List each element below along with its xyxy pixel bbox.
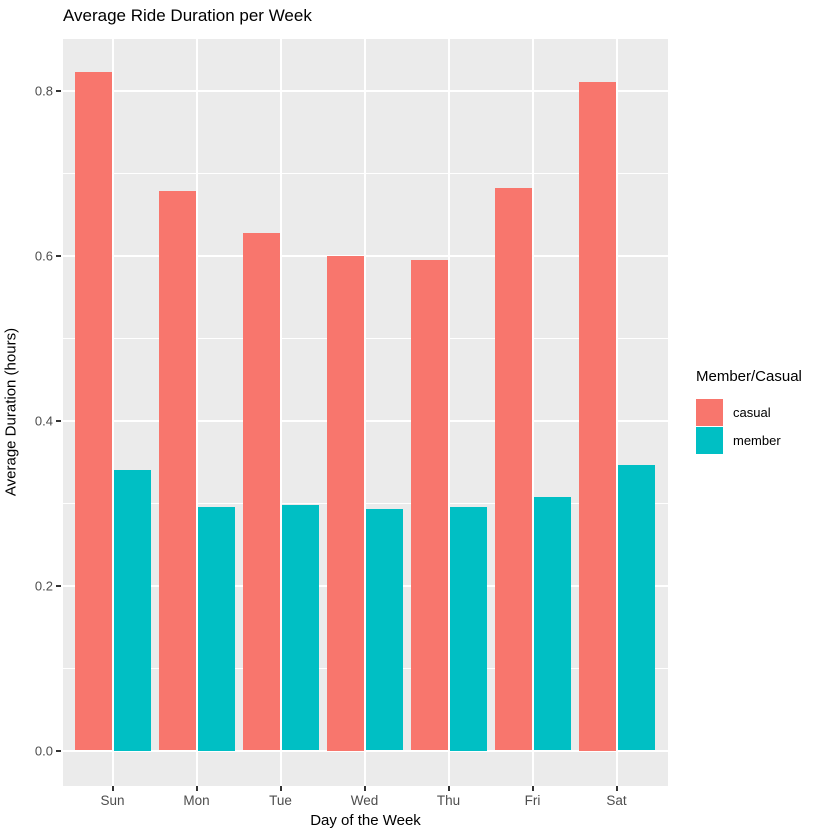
legend-title: Member/Casual <box>696 368 802 385</box>
bar-thu-member <box>449 507 487 751</box>
bar-sun-casual <box>74 72 112 751</box>
gridline-major <box>63 749 668 752</box>
bar-wed-casual <box>326 255 364 751</box>
x-tick-mark <box>363 786 366 791</box>
y-tick-label: 0.8 <box>34 83 53 98</box>
gridline-major <box>63 419 668 422</box>
bar-sun-member <box>113 470 151 751</box>
x-tick-label-tue: Tue <box>269 793 292 808</box>
x-tick-label-sun: Sun <box>100 793 125 808</box>
x-tick-label-fri: Fri <box>524 793 541 808</box>
bar-thu-casual <box>410 260 448 751</box>
gridline-vertical <box>447 39 450 786</box>
y-tick-mark <box>56 584 61 587</box>
gridline-vertical <box>195 39 198 786</box>
bar-tue-member <box>281 505 319 751</box>
legend-swatch-member <box>696 427 723 454</box>
bar-fri-member <box>533 497 571 751</box>
x-tick-mark <box>447 786 450 791</box>
gridline-major <box>63 89 668 92</box>
gridline-minor <box>63 502 668 504</box>
legend-key-casual: casual <box>696 399 802 426</box>
y-tick-mark <box>56 89 61 92</box>
bar-sat-casual <box>578 82 616 751</box>
bar-tue-casual <box>242 233 280 751</box>
legend-key-label-member: member <box>733 433 781 448</box>
x-tick-label-wed: Wed <box>350 793 379 808</box>
legend-swatch-casual <box>696 399 723 426</box>
x-tick-mark <box>615 786 618 791</box>
bar-mon-member <box>197 507 235 751</box>
gridline-vertical <box>615 39 618 786</box>
x-tick-label-thu: Thu <box>436 793 461 808</box>
y-tick-mark <box>56 254 61 257</box>
legend-key-label-casual: casual <box>733 405 771 420</box>
y-tick-label: 0.0 <box>34 743 53 758</box>
gridline-major <box>63 254 668 257</box>
legend-key-member: member <box>696 427 802 454</box>
plot-panel <box>63 39 668 786</box>
chart-title: Average Ride Duration per Week <box>63 6 312 25</box>
y-tick-label: 0.4 <box>34 413 53 428</box>
bar-mon-casual <box>158 191 196 751</box>
gridline-vertical <box>279 39 282 786</box>
legend: Member/Casual casual member <box>696 368 802 455</box>
x-tick-mark <box>279 786 282 791</box>
y-tick-mark <box>56 749 61 752</box>
y-tick-label: 0.2 <box>34 578 53 593</box>
y-axis-title: Average Duration (hours) <box>2 327 20 497</box>
x-tick-label-sat: Sat <box>606 793 627 808</box>
gridline-vertical <box>363 39 366 786</box>
gridline-vertical <box>531 39 534 786</box>
gridline-vertical <box>111 39 114 786</box>
x-tick-label-mon: Mon <box>183 793 210 808</box>
x-tick-mark <box>531 786 534 791</box>
bar-fri-casual <box>494 187 532 751</box>
gridline-minor <box>63 172 668 174</box>
y-tick-mark <box>56 419 61 422</box>
gridline-minor <box>63 337 668 339</box>
bar-wed-member <box>365 508 403 751</box>
x-tick-mark <box>195 786 198 791</box>
legend-keys: casual member <box>696 399 802 454</box>
x-tick-mark <box>111 786 114 791</box>
y-tick-label: 0.6 <box>34 248 53 263</box>
x-axis-title: Day of the Week <box>310 812 421 829</box>
bar-sat-member <box>617 465 655 751</box>
